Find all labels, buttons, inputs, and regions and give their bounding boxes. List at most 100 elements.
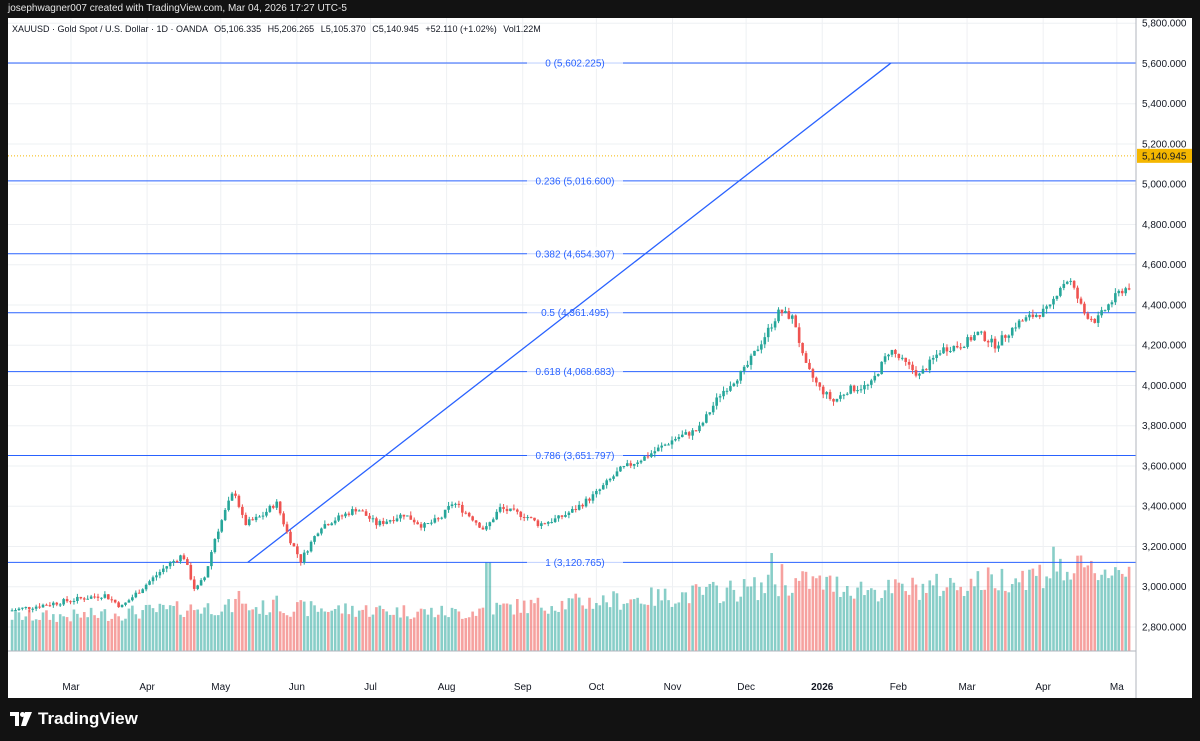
candle-body: [1086, 313, 1090, 319]
volume-bar: [894, 579, 897, 651]
volume-bar: [1120, 573, 1124, 651]
candle-body: [371, 518, 375, 520]
candle-body: [904, 357, 907, 362]
candle-body: [381, 521, 385, 524]
volume-bar: [1062, 580, 1066, 651]
candle-body: [962, 346, 966, 348]
volume-bar: [804, 571, 808, 651]
candle-body: [557, 515, 560, 519]
candle-body: [763, 337, 767, 345]
volume-bar: [540, 607, 543, 651]
candle-body: [69, 601, 72, 603]
candle-body: [749, 355, 753, 365]
volume-bar: [124, 618, 127, 651]
fibonacci-retracement[interactable]: 0 (5,602.225) 0.236 (5,016.600) 0.382 (4,6…: [8, 56, 1136, 569]
candle-body: [1017, 320, 1021, 328]
candle-body: [1114, 293, 1117, 303]
volume-bar: [333, 608, 337, 651]
y-tick-label: 5,600.000: [1142, 59, 1187, 70]
volume-bar: [863, 595, 866, 651]
candle-body: [502, 507, 505, 509]
candle-body: [777, 309, 780, 322]
candle-body: [608, 478, 612, 481]
volume-bar: [1010, 584, 1014, 651]
candle-body: [1045, 306, 1048, 309]
volume-bar: [660, 600, 663, 651]
candle-body: [375, 518, 378, 526]
volume-bar: [1089, 560, 1093, 651]
price-axis[interactable]: 2,800.000 3,000.000 3,200.000 3,400.000 3,60…: [1142, 19, 1187, 634]
volume-bar: [175, 601, 179, 651]
candle-body: [467, 512, 471, 517]
volume-bar: [1076, 555, 1079, 651]
volume-bar: [887, 579, 890, 651]
fib-label-bg: [527, 56, 623, 69]
y-tick-label: 4,000.000: [1142, 381, 1187, 392]
x-tick-label: Mar: [958, 682, 976, 693]
x-tick-label: Dec: [737, 682, 755, 693]
volume-bar: [326, 611, 330, 651]
volume-bar: [952, 582, 956, 651]
candle-body: [722, 390, 725, 397]
x-tick-label: Oct: [589, 682, 605, 693]
candle-body: [735, 380, 739, 384]
candle-body: [701, 422, 705, 426]
trend-line[interactable]: [247, 62, 892, 563]
candle-body: [24, 607, 28, 609]
volume-bar: [1072, 573, 1076, 651]
candle-body: [165, 566, 169, 569]
volume-bar: [103, 609, 107, 651]
fib-label-bg: [527, 364, 623, 378]
candle-body: [519, 511, 523, 517]
candle-body: [1120, 290, 1124, 294]
volume-bar: [653, 605, 657, 651]
candle-body: [938, 353, 942, 355]
volume-bar: [96, 617, 100, 651]
candle-body: [62, 599, 65, 605]
candle-body: [103, 594, 107, 598]
candle-body: [588, 498, 591, 501]
x-tick-label: Nov: [664, 682, 682, 693]
candle-body: [629, 463, 633, 466]
candle-body: [261, 515, 265, 517]
price-chart[interactable]: 0 (5,602.225) 0.236 (5,016.600) 0.382 (4,6…: [8, 18, 1192, 698]
volume-bar: [808, 588, 811, 651]
volume-bar: [980, 590, 983, 651]
volume-bar: [780, 564, 784, 651]
candle-body: [265, 511, 268, 516]
candle-body: [849, 385, 853, 394]
volume-bar: [251, 609, 254, 651]
candle-body: [949, 351, 952, 353]
volume-bar: [770, 553, 773, 651]
candle-body: [148, 581, 151, 585]
chart-panel[interactable]: 0 (5,602.225) 0.236 (5,016.600) 0.382 (4,6…: [8, 18, 1192, 698]
volume-bar: [69, 621, 72, 651]
candle-body: [577, 504, 581, 510]
candle-body: [636, 462, 639, 465]
candle-body: [296, 546, 299, 555]
candle-body: [815, 377, 818, 383]
tradingview-logo[interactable]: TradingView: [10, 709, 138, 729]
candle-body: [1089, 318, 1093, 320]
candle-body: [234, 493, 237, 496]
candle-body: [326, 524, 330, 526]
candle-body: [873, 375, 877, 381]
volume-bar: [385, 611, 389, 651]
volume-bar: [842, 591, 846, 651]
candle-body: [1069, 280, 1072, 282]
candle-body: [753, 350, 756, 356]
candle-body: [993, 338, 997, 349]
candle-body: [828, 392, 832, 399]
time-axis[interactable]: Mar Apr May Jun Jul Aug Sep Oct Nov Dec 2026 Feb Mar…: [62, 682, 1124, 693]
candle-body: [392, 520, 395, 522]
candle-body: [584, 498, 588, 507]
candle-body: [667, 444, 670, 446]
volume-bar: [756, 600, 760, 651]
volume-bar: [1114, 567, 1117, 651]
candle-body: [406, 515, 409, 517]
candle-body: [632, 464, 636, 466]
volume-bar: [828, 575, 832, 651]
candle-body: [464, 512, 468, 514]
candle-body: [546, 522, 550, 524]
volume-bar: [766, 574, 770, 651]
